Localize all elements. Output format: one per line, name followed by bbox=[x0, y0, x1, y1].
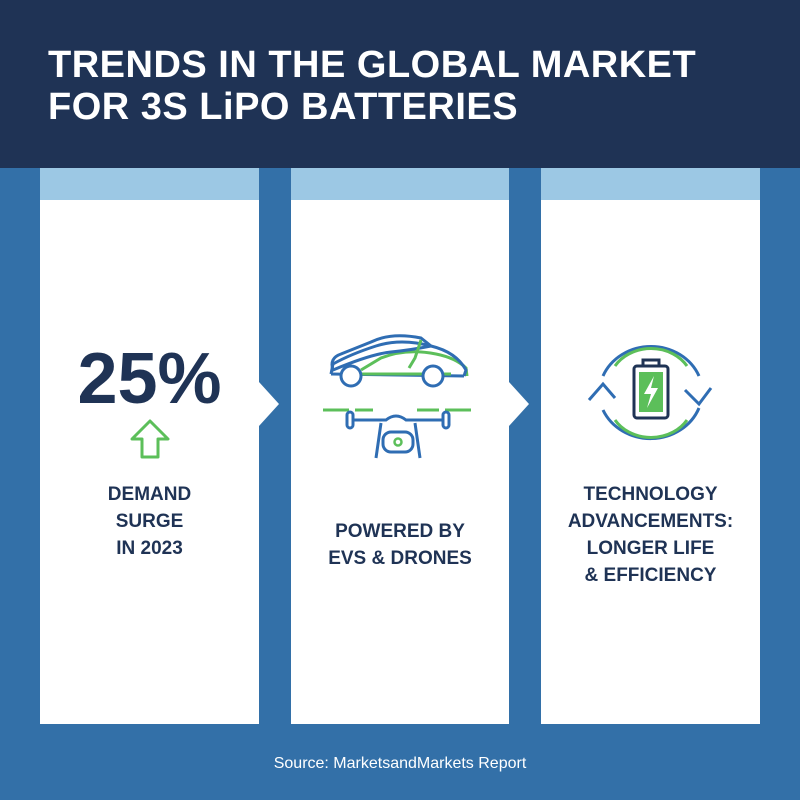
battery-cycle-icon bbox=[587, 345, 713, 441]
column-evs-drones: POWERED BY EVS & DRONES bbox=[291, 168, 509, 724]
column-technology: TECHNOLOGY ADVANCEMENTS: LONGER LIFE & E… bbox=[541, 168, 760, 724]
car-and-drone-icon bbox=[323, 334, 471, 459]
column-band bbox=[541, 168, 760, 200]
stat-value: 25% bbox=[77, 339, 222, 419]
source-text: Source: MarketsandMarkets Report bbox=[273, 755, 527, 772]
arrow-notch bbox=[259, 382, 279, 426]
arrow-up-icon bbox=[130, 419, 170, 459]
arrow-notch bbox=[509, 382, 529, 426]
column-band bbox=[291, 168, 509, 200]
column-band bbox=[40, 168, 259, 200]
column-text: POWERED BY EVS & DRONES bbox=[328, 521, 472, 569]
header: TRENDS IN THE GLOBAL MARKET FOR 3S LiPO … bbox=[0, 0, 800, 168]
column-text: TECHNOLOGY ADVANCEMENTS: LONGER LIFE & E… bbox=[567, 484, 734, 586]
column-text: DEMAND SURGE IN 2023 bbox=[107, 484, 192, 559]
page-title: TRENDS IN THE GLOBAL MARKET FOR 3S LiPO … bbox=[48, 44, 697, 128]
column-demand: 25% DEMAND SURGE IN 2023 bbox=[40, 168, 259, 724]
